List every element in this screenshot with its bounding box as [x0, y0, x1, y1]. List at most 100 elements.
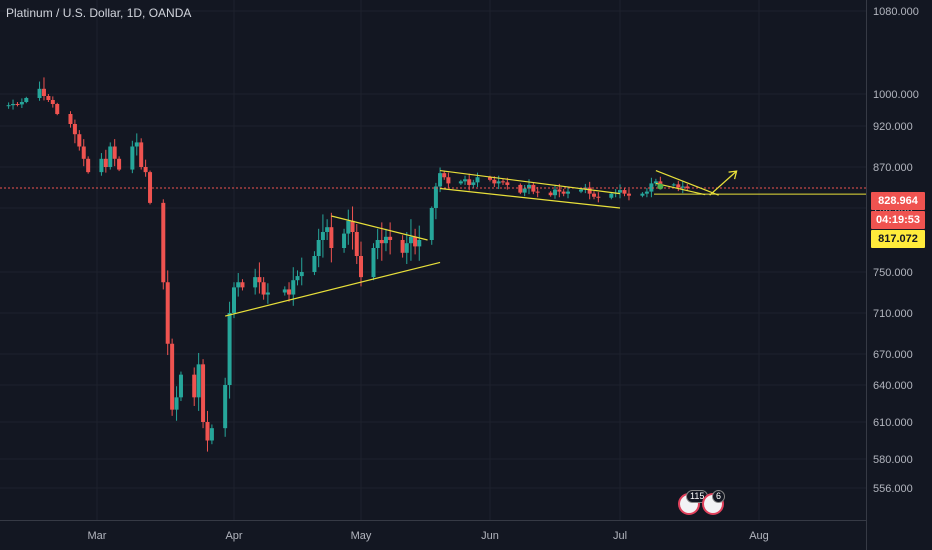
level-price-tag: 817.072 [871, 230, 925, 248]
candle [518, 184, 523, 193]
candle [41, 88, 46, 96]
x-tick-label: Aug [749, 530, 769, 542]
candle [205, 422, 210, 441]
candle [227, 313, 232, 385]
candle [295, 276, 300, 281]
candle [463, 179, 468, 182]
candle [458, 181, 463, 184]
candle [527, 184, 531, 189]
candle [505, 182, 510, 185]
candle [117, 158, 122, 170]
candle [429, 208, 434, 240]
x-tick-label: Jul [613, 530, 627, 542]
y-tick-label: 920.000 [873, 121, 913, 133]
rising-support-trendline[interactable] [225, 261, 441, 317]
candle [566, 191, 570, 194]
candle [433, 186, 438, 208]
channel-upper-trendline[interactable] [439, 169, 621, 195]
candle [261, 282, 266, 295]
candle [161, 202, 166, 283]
candle [626, 193, 631, 196]
candle [209, 428, 214, 441]
candle [257, 277, 262, 283]
x-tick-label: Jun [481, 530, 499, 542]
candle [622, 190, 627, 194]
candle [359, 256, 363, 278]
candle [408, 236, 413, 244]
y-tick-label: 1080.000 [873, 6, 919, 18]
candle [108, 146, 113, 167]
candle [134, 142, 139, 147]
candle [99, 158, 104, 173]
candle [148, 172, 153, 203]
candle [86, 158, 91, 173]
candle [388, 236, 393, 240]
candle [475, 177, 480, 183]
y-tick-label: 710.000 [873, 308, 913, 320]
candle [467, 179, 472, 185]
candle [342, 233, 347, 248]
candle [55, 104, 60, 114]
candle [535, 191, 540, 193]
candle [522, 188, 527, 193]
candle [375, 240, 380, 248]
candle [299, 272, 304, 277]
candle [139, 142, 144, 167]
candle [37, 88, 42, 98]
y-tick-label: 670.000 [873, 349, 913, 361]
flag-upper-trendline[interactable] [655, 170, 719, 196]
x-tick-label: May [351, 530, 372, 542]
candle [325, 227, 330, 232]
candle [170, 343, 175, 410]
candle [383, 236, 388, 244]
countdown-tag: 04:19:53 [871, 211, 925, 229]
current-price-tag: 828.964 [871, 192, 925, 210]
candle [685, 186, 690, 189]
candle [592, 193, 596, 197]
channel-lower-trendline[interactable] [439, 187, 621, 209]
candle [417, 240, 422, 247]
y-tick-label: 750.000 [873, 267, 913, 279]
candle [15, 104, 20, 105]
candle [232, 287, 236, 313]
candle [316, 240, 321, 256]
y-tick-label: 556.000 [873, 483, 913, 495]
flag-lower-trendline[interactable] [655, 182, 706, 196]
candle [68, 114, 73, 124]
wedge-upper-trendline[interactable] [331, 215, 428, 241]
candle [640, 193, 645, 196]
candle [400, 240, 405, 253]
x-tick-label: Mar [88, 530, 107, 542]
y-tick-label: 610.000 [873, 417, 913, 429]
candle [548, 192, 553, 196]
candle [350, 220, 355, 232]
candle [676, 184, 681, 188]
candle [174, 397, 179, 410]
candle [240, 282, 245, 288]
candle [312, 256, 317, 272]
chart-title: Platinum / U.S. Dollar, 1D, OANDA [6, 6, 192, 20]
projection-arrow-head [728, 170, 738, 180]
candle [557, 189, 562, 192]
candle [471, 182, 476, 185]
candle [287, 289, 292, 295]
candle [354, 232, 359, 256]
candle [196, 364, 201, 398]
candle [596, 196, 601, 198]
candle [72, 124, 77, 135]
candle [644, 191, 649, 194]
candle [320, 232, 325, 240]
y-tick-label: 1000.000 [873, 89, 919, 101]
candle [201, 364, 206, 422]
candle [236, 282, 241, 288]
candle [579, 189, 583, 192]
candle [50, 100, 55, 104]
candle [561, 191, 566, 194]
candle [346, 220, 351, 234]
projection-arrow[interactable] [709, 170, 738, 196]
candle [404, 243, 409, 253]
candle [492, 179, 497, 184]
candle [223, 385, 228, 429]
y-tick-label: 640.000 [873, 380, 913, 392]
